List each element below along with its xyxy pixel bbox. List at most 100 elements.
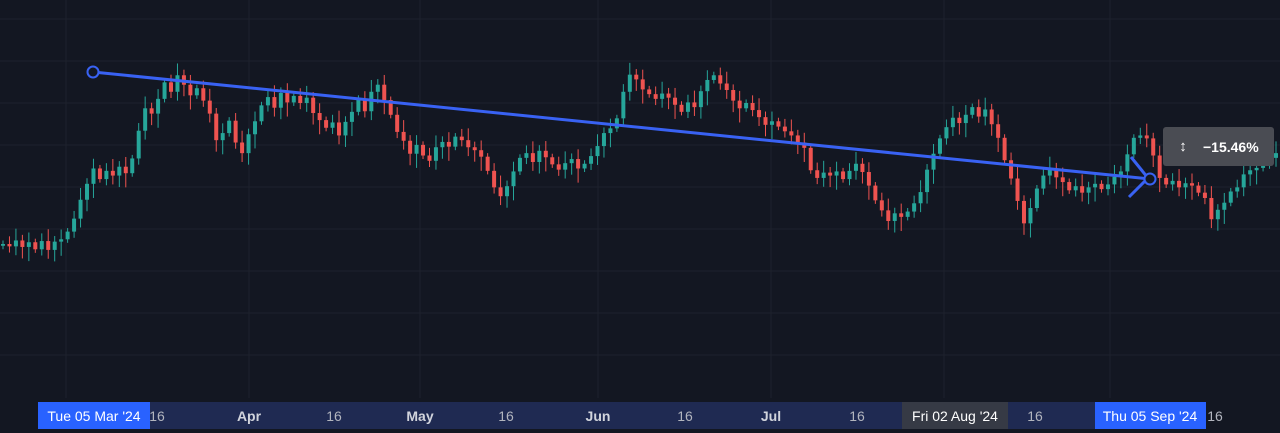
candle-body (104, 170, 109, 180)
candle-body (298, 95, 303, 103)
candle-body (1047, 168, 1052, 176)
candle-body (1144, 135, 1149, 139)
candles (1, 62, 1278, 262)
candle-body (265, 97, 270, 106)
trend-end-handle[interactable] (1143, 172, 1157, 186)
candle-body (304, 97, 309, 103)
range-arrows-icon: ↕ (1179, 138, 1187, 155)
candle-body (524, 153, 529, 158)
candle-body (253, 121, 258, 135)
candle-body (149, 108, 154, 114)
time-tick-label: 16 (1207, 408, 1223, 424)
candle-body (143, 108, 148, 131)
candle-body (912, 203, 917, 212)
candle-body (1067, 182, 1072, 191)
candle-body (1112, 176, 1117, 185)
time-tick-label: Apr (237, 408, 262, 424)
candle-body (530, 153, 535, 162)
candle-body (795, 135, 800, 143)
time-tick-label: 16 (677, 408, 693, 424)
candle-body (453, 136, 458, 147)
candle-body (750, 102, 755, 111)
candle-body (72, 218, 77, 232)
candle-body (821, 172, 826, 178)
candle-body (1228, 191, 1233, 203)
candle-body (1034, 188, 1039, 209)
candle-body (1002, 137, 1007, 161)
candle-body (349, 111, 354, 122)
candle-body (660, 93, 665, 99)
candle-body (240, 142, 245, 154)
candle-body (899, 213, 904, 217)
candle-body (408, 140, 413, 154)
candle-body (950, 117, 955, 128)
candle-body (13, 240, 18, 247)
candle-body (1274, 153, 1278, 158)
candle-body (362, 98, 367, 112)
candle-body (873, 185, 878, 201)
candle-body (576, 159, 581, 169)
candle-body (1015, 178, 1020, 201)
time-tick-label: 16 (498, 408, 514, 424)
candle-body (272, 97, 277, 108)
candle-body (498, 187, 503, 197)
candle-body (343, 121, 348, 136)
trend-start-handle[interactable] (86, 65, 100, 79)
candle-body (1099, 183, 1104, 190)
candle-body (485, 156, 490, 171)
time-tick-label: 16 (149, 408, 165, 424)
candle-body (537, 150, 542, 162)
candle-body (440, 141, 445, 148)
candle-body (388, 100, 393, 115)
candle-body (789, 131, 794, 136)
candle-body (589, 156, 594, 164)
candle-body (963, 114, 968, 124)
date-tag-crosshair-label: Fri 02 Aug '24 (912, 408, 998, 424)
time-axis[interactable]: 16 Apr 16 May 16 Jun 16 Jul 16 16 16 Tue 05 Mar '2… (38, 402, 1223, 429)
candle-body (7, 244, 12, 247)
candle-body (446, 141, 451, 147)
candle-body (162, 82, 167, 99)
candle-body (543, 150, 548, 158)
candle-body (433, 147, 438, 161)
candle-body (1170, 180, 1175, 185)
candle-body (505, 186, 510, 197)
candle-body (59, 239, 64, 242)
date-tag-start-label: Tue 05 Mar '24 (47, 408, 140, 424)
candle-body (1060, 177, 1065, 183)
candle-body (479, 150, 484, 157)
candle-body (401, 131, 406, 141)
candle-body (763, 117, 768, 125)
candle-body (737, 100, 742, 109)
candle-body (692, 102, 697, 108)
candle-body (123, 166, 128, 174)
candle-body (517, 157, 522, 172)
candle-body (1073, 186, 1078, 191)
candle-body (957, 117, 962, 124)
date-tag-crosshair: Fri 02 Aug '24 (902, 402, 1008, 429)
candle-body (769, 121, 774, 125)
candle-body (233, 120, 238, 143)
candle-body (78, 199, 83, 219)
candle-body (595, 146, 600, 157)
time-tick-label: 16 (849, 408, 865, 424)
candle-body (330, 122, 335, 128)
candle-body (711, 75, 716, 80)
candle-body (1183, 183, 1188, 188)
time-tick-label: Jun (586, 408, 611, 424)
candle-body (356, 98, 361, 112)
candle-body (1131, 137, 1136, 155)
candle-body (905, 211, 910, 217)
candle-body (220, 133, 225, 141)
candle-body (892, 213, 897, 221)
candle-body (1209, 197, 1214, 220)
candle-body (569, 159, 574, 164)
candle-body (653, 94, 658, 99)
candle-body (976, 107, 981, 117)
candle-body (472, 147, 477, 151)
candle-body (1196, 185, 1201, 193)
candle-body (879, 200, 884, 211)
measure-trend-line[interactable] (86, 65, 1157, 199)
